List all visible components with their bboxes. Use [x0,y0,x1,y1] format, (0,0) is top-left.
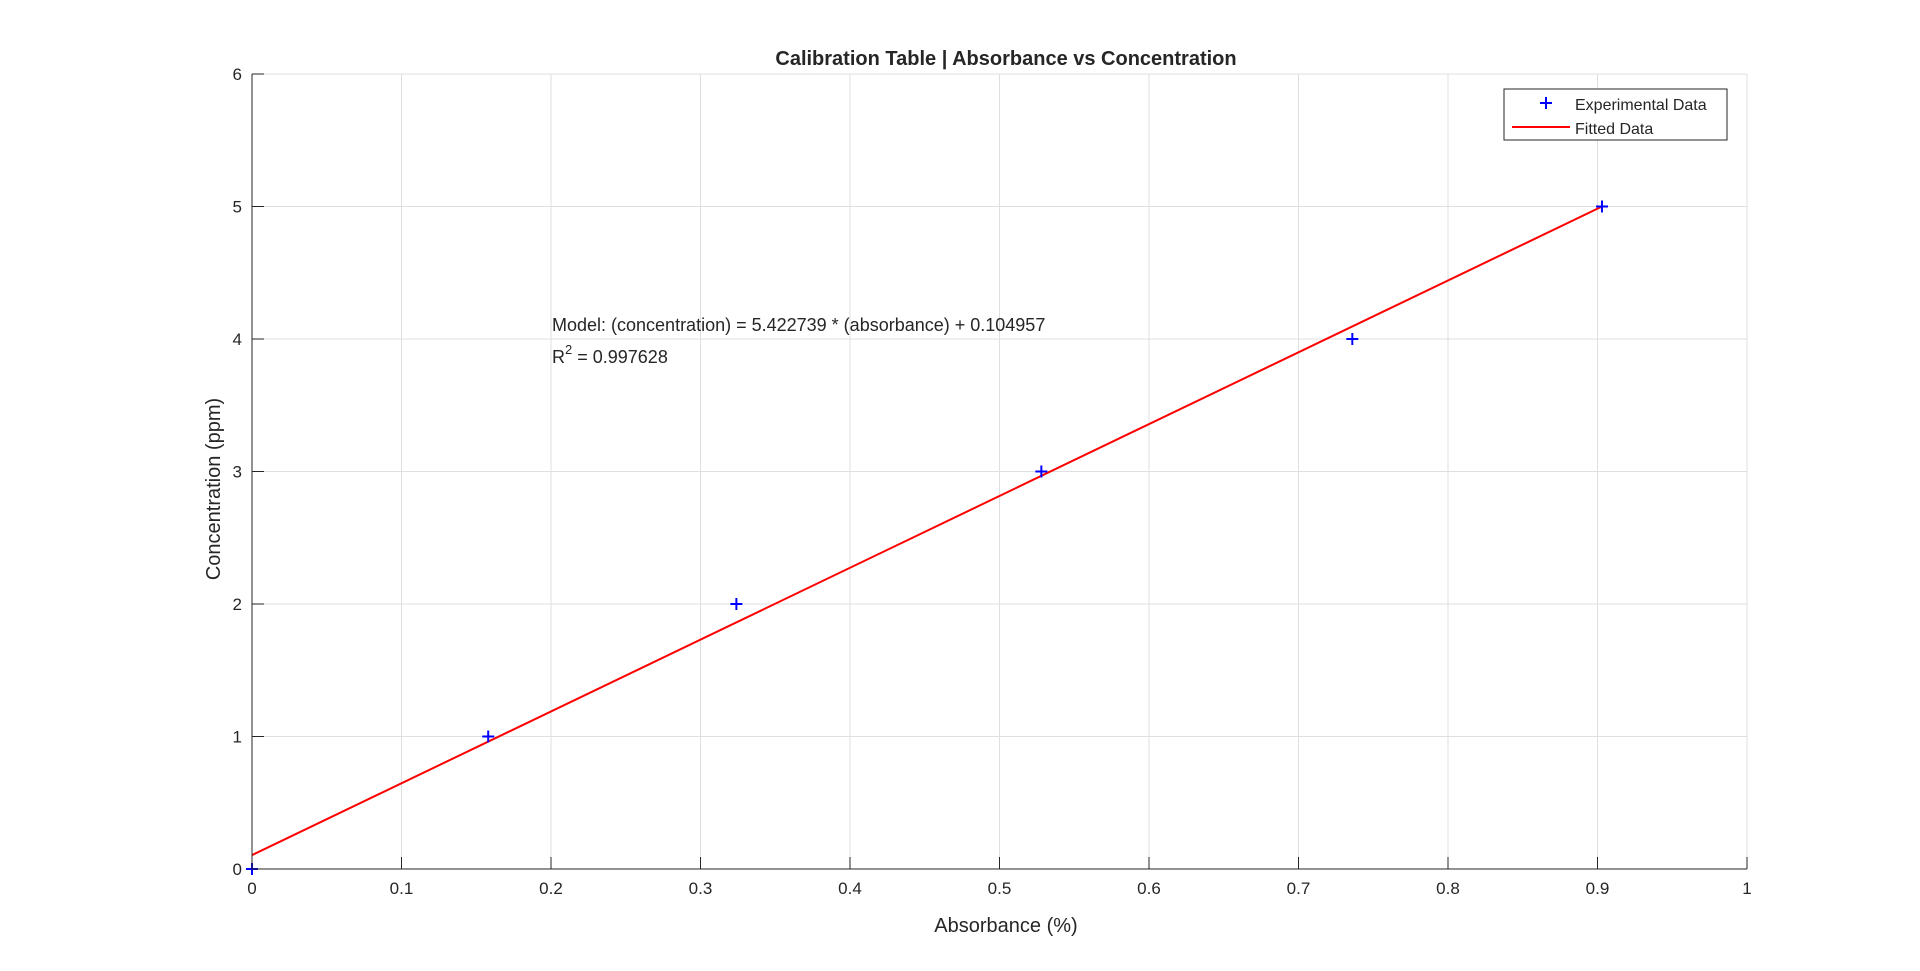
y-tick-label-3: 3 [233,463,242,482]
x-tick-label-4: 0.4 [838,879,862,898]
x-tick-label-0: 0 [247,879,256,898]
legend-marker-experimental [1540,97,1552,109]
legend-label-fitted: Fitted Data [1575,121,1653,138]
x-tick-label-9: 0.9 [1586,879,1610,898]
y-axis-ticks: 0 1 2 3 4 5 6 [233,65,264,879]
x-tick-label-7: 0.7 [1287,879,1311,898]
r-squared-base: R [552,347,565,367]
chart-title: Calibration Table | Absorbance vs Concen… [775,48,1236,70]
x-tick-label-10: 1 [1742,879,1751,898]
y-tick-label-4: 4 [233,330,242,349]
data-point-2 [730,598,743,610]
x-tick-label-1: 0.1 [390,879,414,898]
r-squared-text: R2 = 0.997628 [552,342,668,367]
legend-box [1503,88,1728,141]
y-tick-label-2: 2 [233,595,242,614]
x-tick-label-8: 0.8 [1436,879,1460,898]
legend: Experimental Data Fitted Data [1503,88,1728,141]
data-point-4 [1346,333,1359,345]
legend-label-experimental: Experimental Data [1575,97,1707,114]
x-axis-label: Absorbance (%) [934,915,1077,937]
fitted-series [251,205,1603,856]
model-equation: Model: (concentration) = 5.422739 * (abs… [552,315,1045,335]
data-point-3 [1035,465,1048,478]
x-tick-label-5: 0.5 [988,879,1012,898]
y-tick-label-1: 1 [233,728,242,747]
y-tick-label-0: 0 [233,860,242,879]
x-axis-ticks: 0 0.1 0.2 0.3 0.4 0.5 0.6 0.7 0.8 0.9 1 [247,857,1752,898]
r-squared-superscript: 2 [565,342,572,357]
x-tick-label-3: 0.3 [689,879,713,898]
x-tick-label-2: 0.2 [539,879,563,898]
data-point-5 [1595,200,1608,213]
x-tick-label-6: 0.6 [1137,879,1161,898]
fitted-data-line [251,205,1603,856]
y-tick-label-6: 6 [233,65,242,84]
y-axis-label: Concentration (ppm) [203,398,225,580]
y-tick-label-5: 5 [233,198,242,217]
r-squared-value: = 0.997628 [572,347,668,367]
data-point-1 [482,730,495,743]
